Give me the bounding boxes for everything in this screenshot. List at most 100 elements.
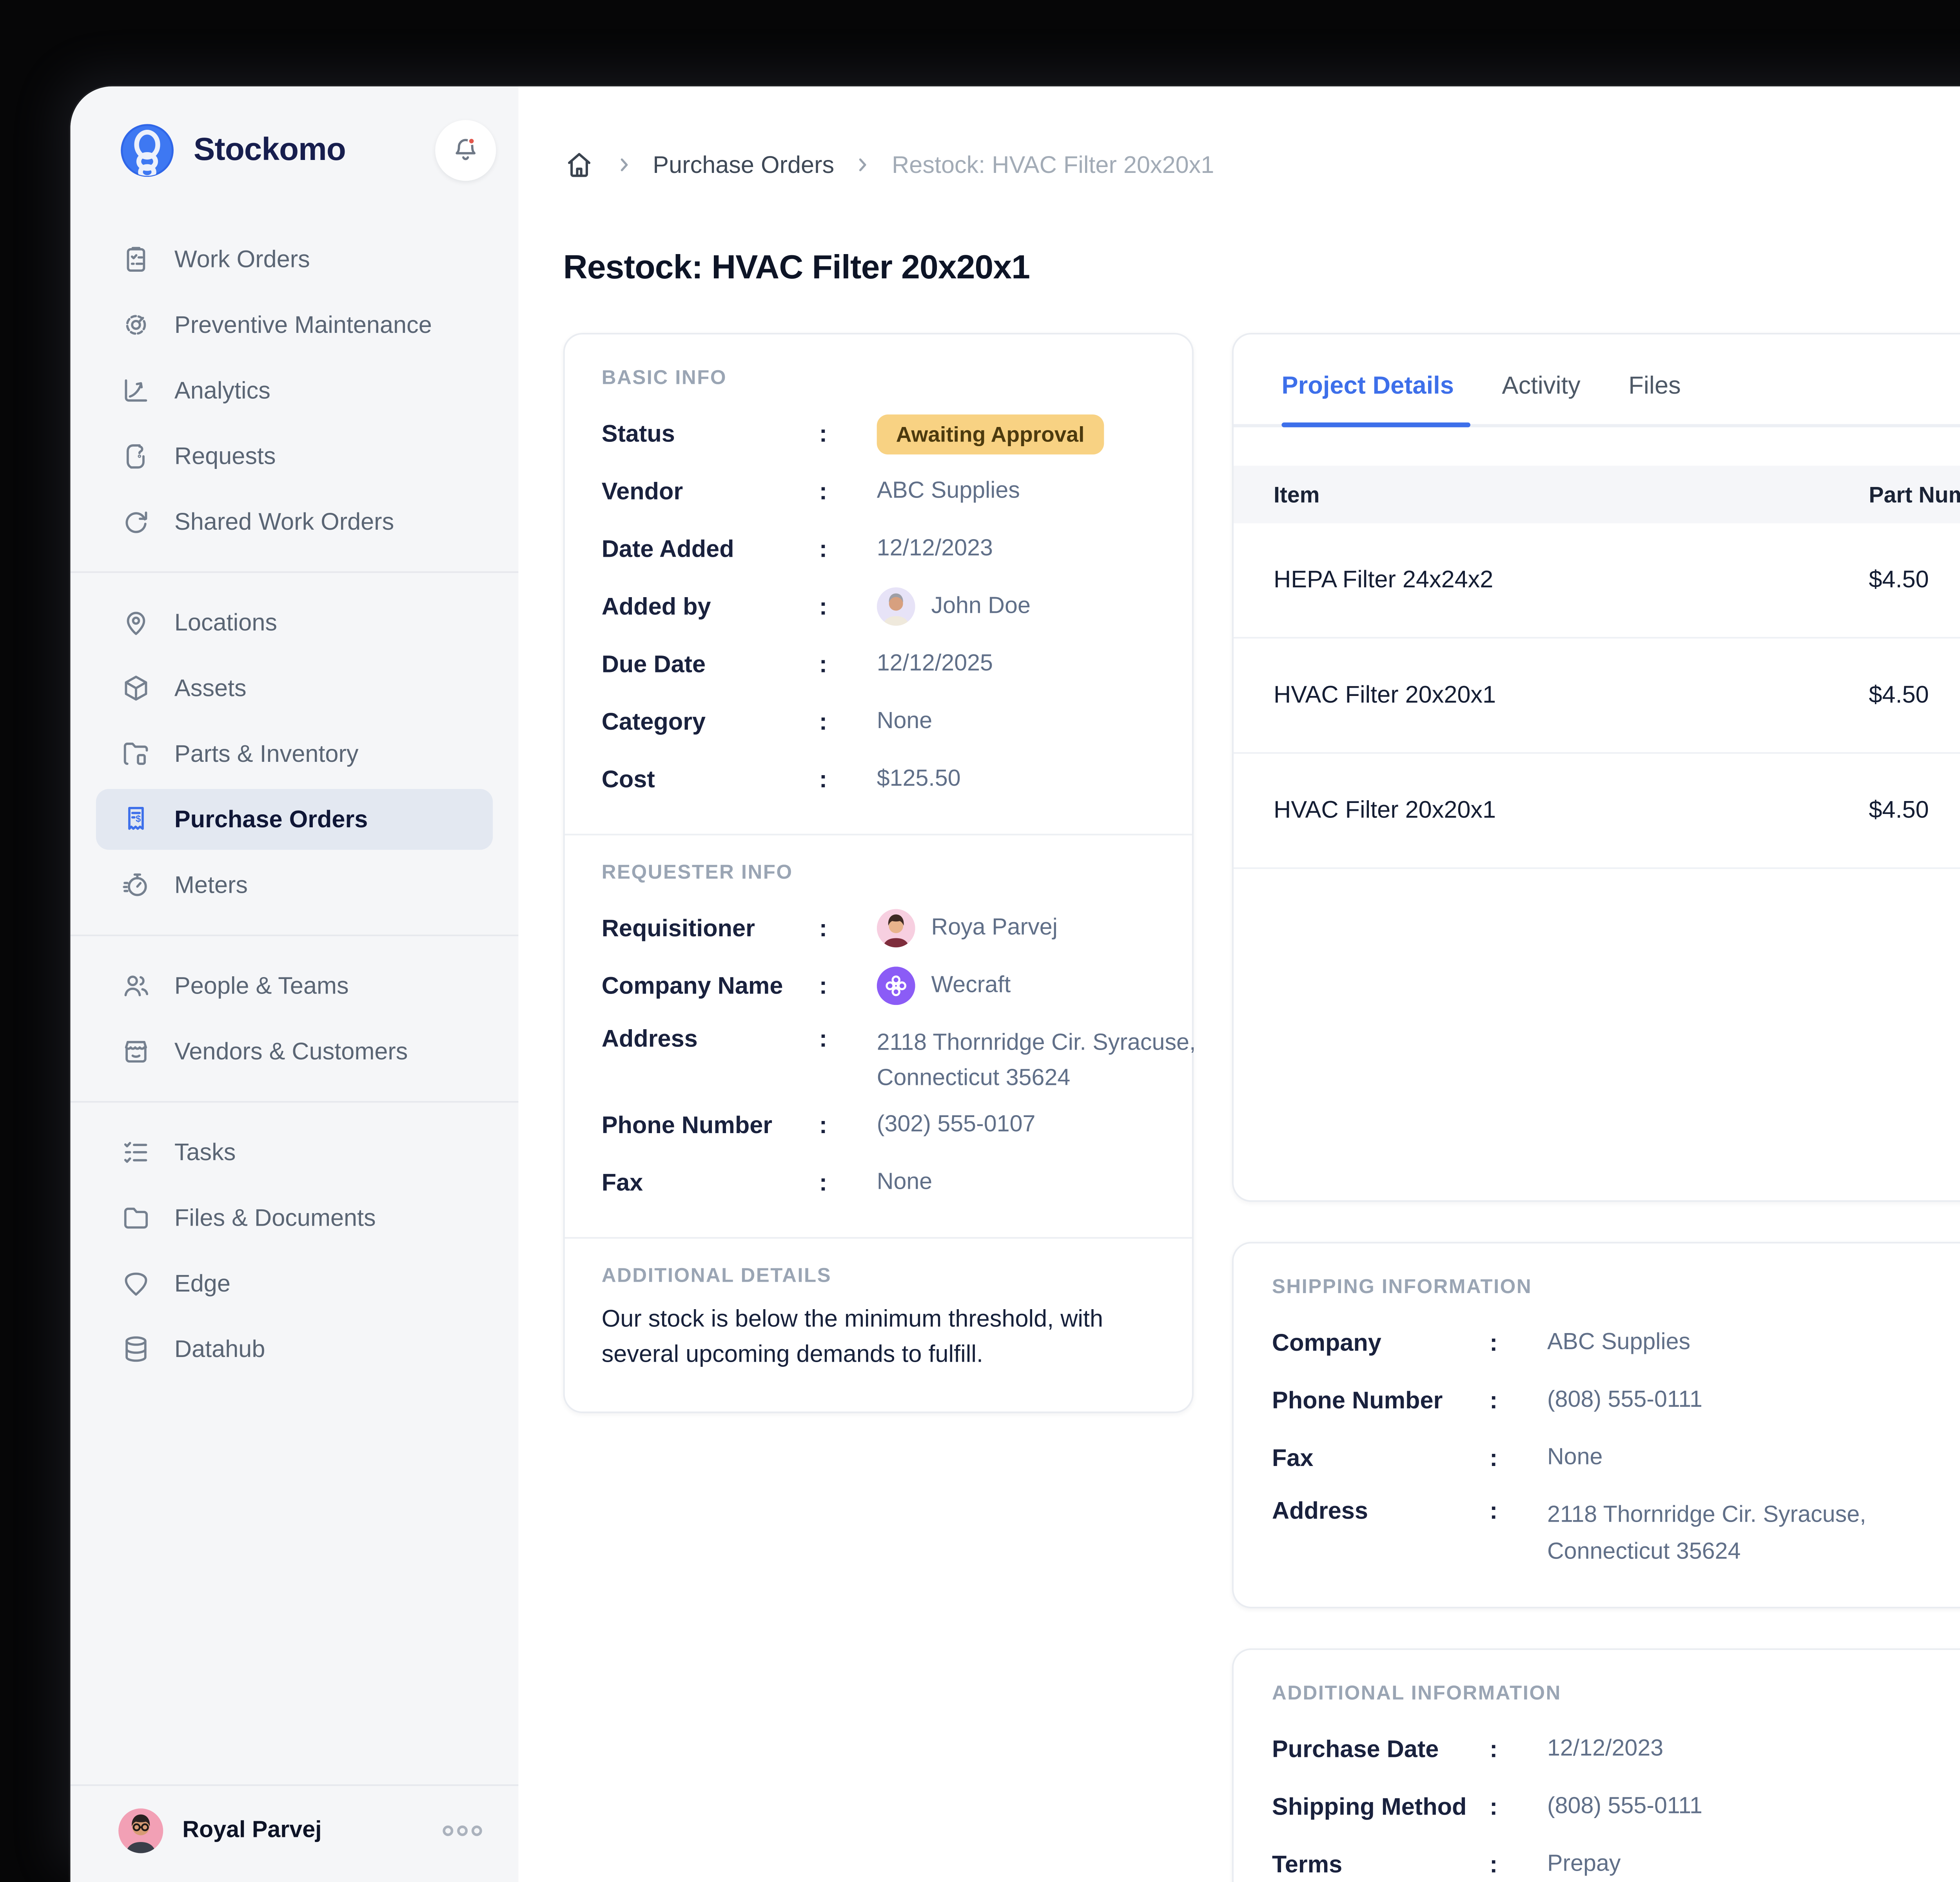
project-details-card: Project Details Activity Files Item Part… [1232, 333, 1960, 1202]
ship-company-value: ABC Supplies [1547, 1330, 1690, 1355]
additional-info-card: ADDITIONAL INFORMATION Purchase Date : 1… [1232, 1648, 1960, 1882]
cell-item: HVAC Filter 20x20x1 [1234, 682, 1869, 709]
sidebar-item-people-teams[interactable]: People & Teams [96, 956, 493, 1016]
sidebar-item-shared-work-orders[interactable]: Shared Work Orders [96, 491, 493, 552]
sidebar-item-work-orders[interactable]: Work Orders [96, 229, 493, 290]
company-row: Company Name : Wecraft [602, 957, 1155, 1015]
app-title: Stockomo [194, 132, 346, 169]
sidebar-user[interactable]: Royal Parvej [71, 1784, 519, 1882]
colon: : [819, 766, 877, 793]
colon: : [1490, 1444, 1547, 1471]
sidebar-item-label: Preventive Maintenance [174, 311, 432, 338]
colon: : [1490, 1793, 1547, 1820]
avatar [877, 909, 915, 947]
status-row: Status : Awaiting Approval [602, 405, 1155, 463]
sidebar-item-files-documents[interactable]: Files & Documents [96, 1188, 493, 1248]
taxes-row: Taxes $0.00 [1234, 979, 1960, 1040]
sidebar-item-datahub[interactable]: Datahub [96, 1319, 493, 1379]
additional-details-title: ADDITIONAL DETAILS [602, 1264, 1155, 1286]
additional-details-text: Our stock is below the minimum threshold… [602, 1303, 1155, 1373]
sidebar-item-label: Meters [174, 871, 248, 898]
breadcrumb-current: Restock: HVAC Filter 20x20x1 [892, 151, 1214, 178]
user-menu-icon[interactable] [442, 1823, 483, 1839]
ship-company-row: Company : ABC Supplies [1272, 1314, 1960, 1372]
cell-part-number: $4.50 [1869, 567, 1960, 594]
basic-info-title: BASIC INFO [602, 367, 1155, 389]
sidebar-item-vendors-customers[interactable]: Vendors & Customers [96, 1021, 493, 1082]
parts-folder-icon [120, 738, 152, 770]
box-icon [120, 672, 152, 704]
colon: : [819, 708, 877, 735]
sidebar-divider [71, 571, 519, 573]
added-by-value[interactable]: John Doe [931, 594, 1031, 619]
home-icon[interactable] [563, 149, 595, 181]
address-line1: 2118 Thornridge Cir. Syracuse, [877, 1026, 1196, 1061]
company-value[interactable]: Wecraft [931, 973, 1011, 999]
subtotal-row: Subtotal $13.50 [1234, 891, 1960, 952]
status-badge: Awaiting Approval [877, 414, 1104, 454]
sidebar-item-label: Datahub [174, 1335, 265, 1362]
sidebar-item-meters[interactable]: Meters [96, 855, 493, 916]
sidebar-item-locations[interactable]: Locations [96, 592, 493, 653]
cell-part-number: $4.50 [1869, 682, 1960, 709]
phone-row: Phone Number : (302) 555-0107 [602, 1096, 1155, 1154]
sidebar-item-assets[interactable]: Assets [96, 658, 493, 719]
requisitioner-value[interactable]: Roya Parvej [931, 916, 1058, 941]
share-arrow-icon [120, 506, 152, 538]
sidebar-item-label: People & Teams [174, 972, 349, 999]
breadcrumb-section[interactable]: Purchase Orders [653, 151, 834, 178]
table-row[interactable]: HVAC Filter 20x20x1 $4.50 Today 12 0 $4.… [1234, 639, 1960, 754]
fax-value: None [877, 1170, 933, 1195]
sidebar-item-purchase-orders[interactable]: $ Purchase Orders [96, 789, 493, 850]
purchase-date-label: Purchase Date [1272, 1736, 1490, 1763]
storefront-icon [120, 1035, 152, 1068]
active-tab-indicator [1281, 423, 1470, 427]
sidebar-nav: Work Orders Preventive Maintenance Analy… [71, 224, 519, 1384]
tabs: Project Details Activity Files [1234, 334, 1960, 427]
avatar [118, 1808, 163, 1853]
shipping-method-value: (808) 555-0111 [1547, 1794, 1702, 1820]
added-by-row: Added by : John Doe [602, 578, 1155, 635]
address-row: Address : 2118 Thornridge Cir. Syracuse,… [602, 1015, 1155, 1096]
content-area: BASIC INFO Status : Awaiting Approval Ve… [563, 333, 1960, 1882]
totals-section: Subtotal $13.50 Taxes $0.00 Shipping $0.… [1234, 869, 1960, 1194]
logo-row: Stockomo [71, 118, 519, 182]
sidebar-item-label: Locations [174, 609, 277, 636]
sidebar-item-label: Edge [174, 1270, 230, 1297]
sidebar-item-requests[interactable]: Requests [96, 426, 493, 487]
tab-activity[interactable]: Activity [1502, 373, 1580, 424]
colon: : [819, 1169, 877, 1196]
tab-files[interactable]: Files [1628, 373, 1681, 424]
sidebar-item-tasks[interactable]: Tasks [96, 1122, 493, 1183]
table-row[interactable]: HEPA Filter 24x24x2 $4.50 Today 12 0 $4.… [1234, 523, 1960, 639]
address-label: Address [602, 1026, 819, 1053]
sidebar-divider [71, 1101, 519, 1103]
cell-item: HVAC Filter 20x20x1 [1234, 797, 1869, 824]
colon: : [1490, 1498, 1547, 1525]
purchase-date-row: Purchase Date : 12/12/2023 [1272, 1720, 1960, 1778]
sidebar-item-label: Requests [174, 443, 276, 470]
notifications-button[interactable] [435, 120, 496, 181]
sidebar-item-label: Purchase Orders [174, 806, 368, 833]
fax-row: Fax : None [602, 1154, 1155, 1212]
shipping-method-label: Shipping Method [1272, 1793, 1490, 1820]
ship-phone-label: Phone Number [1272, 1387, 1490, 1414]
ship-address-row: Address : 2118 Thornridge Cir. Syracuse,… [1272, 1487, 1960, 1571]
user-name: Royal Parvej [182, 1818, 321, 1844]
sidebar-item-parts-inventory[interactable]: Parts & Inventory [96, 723, 493, 784]
fax-label: Fax [602, 1169, 819, 1196]
sidebar-item-edge[interactable]: Edge [96, 1253, 493, 1314]
table-header: Item Part Number Cost Quantity Received … [1234, 466, 1960, 523]
sidebar: Stockomo Work Orders Preventive Maintena… [71, 86, 519, 1882]
wecraft-logo-icon [877, 966, 915, 1005]
cell-part-number: $4.50 [1869, 797, 1960, 824]
table-row[interactable]: HVAC Filter 20x20x1 $4.50 Today 12 0 $4.… [1234, 754, 1960, 869]
colon: : [819, 593, 877, 620]
tab-project-details[interactable]: Project Details [1281, 373, 1454, 424]
sidebar-item-analytics[interactable]: Analytics [96, 360, 493, 421]
sidebar-item-preventive-maintenance[interactable]: Preventive Maintenance [96, 294, 493, 355]
requester-info-title: REQUESTER INFO [602, 861, 1155, 883]
users-icon [120, 970, 152, 1002]
shipping-cost-row: Shipping $0.00 [1234, 1040, 1960, 1101]
terms-row: Terms : Prepay [1272, 1836, 1960, 1882]
